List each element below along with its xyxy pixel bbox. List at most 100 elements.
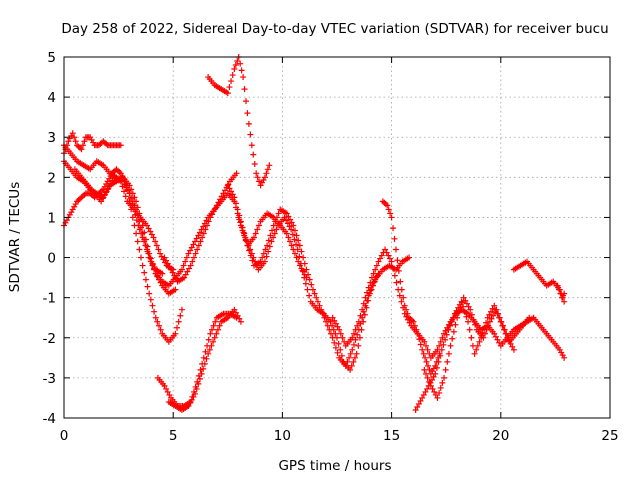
data-point xyxy=(442,366,449,373)
data-point xyxy=(172,275,179,282)
data-point xyxy=(349,346,356,353)
data-point xyxy=(463,313,470,320)
data-point xyxy=(384,202,391,209)
data-point xyxy=(288,219,295,226)
data-point xyxy=(299,267,306,274)
data-point xyxy=(281,214,288,221)
data-point xyxy=(350,330,357,337)
data-point xyxy=(306,276,313,283)
data-point xyxy=(461,308,468,315)
data-point xyxy=(561,298,568,305)
data-point xyxy=(507,340,514,347)
data-point xyxy=(422,370,429,377)
data-point xyxy=(357,312,364,319)
data-point xyxy=(316,302,323,309)
data-point xyxy=(462,297,469,304)
data-point xyxy=(414,403,421,410)
y-tick-label: -1 xyxy=(43,291,56,307)
series-10 xyxy=(205,54,273,189)
data-point xyxy=(157,279,164,286)
data-point xyxy=(119,183,126,190)
data-point xyxy=(190,241,197,248)
data-point xyxy=(440,341,447,348)
data-point xyxy=(163,385,170,392)
data-point xyxy=(442,336,449,343)
data-point xyxy=(208,342,215,349)
data-point xyxy=(329,314,336,321)
data-points xyxy=(61,54,568,413)
y-tick-label: 0 xyxy=(47,251,56,267)
data-point xyxy=(350,341,357,348)
data-point xyxy=(117,178,124,185)
data-point xyxy=(421,338,428,345)
grid-lines xyxy=(64,57,610,418)
data-point xyxy=(128,186,135,193)
data-point xyxy=(265,248,272,255)
data-point xyxy=(447,322,454,329)
data-point xyxy=(212,205,219,212)
data-point xyxy=(228,188,235,195)
data-point xyxy=(432,370,439,377)
data-point xyxy=(226,185,233,192)
data-point xyxy=(261,258,268,265)
data-point xyxy=(494,336,501,343)
x-axis-label: GPS time / hours xyxy=(278,458,391,474)
data-point xyxy=(403,306,410,313)
data-point xyxy=(195,242,202,249)
data-point xyxy=(332,330,339,337)
data-point xyxy=(129,214,136,221)
data-point xyxy=(72,138,79,145)
series-8 xyxy=(165,306,244,413)
chart-title: Day 258 of 2022, Sidereal Day-to-day VTE… xyxy=(61,21,608,37)
data-point xyxy=(283,230,290,237)
data-point xyxy=(491,309,498,316)
data-point xyxy=(237,219,244,226)
y-tick-label: 2 xyxy=(47,170,56,186)
data-point xyxy=(156,276,163,283)
data-point xyxy=(153,242,160,249)
data-point xyxy=(137,254,144,261)
data-point xyxy=(228,78,235,85)
data-point xyxy=(296,242,303,249)
data-point xyxy=(128,206,135,213)
data-point xyxy=(149,260,156,267)
data-point xyxy=(484,314,491,321)
data-point xyxy=(164,260,171,267)
data-point xyxy=(264,242,271,249)
data-point xyxy=(308,281,315,288)
data-point xyxy=(347,366,354,373)
data-point xyxy=(271,230,278,237)
data-point xyxy=(175,318,182,325)
data-point xyxy=(145,225,152,232)
series-6 xyxy=(126,198,185,345)
data-point xyxy=(151,265,158,272)
data-point xyxy=(421,366,428,373)
data-point xyxy=(107,180,114,187)
data-point xyxy=(485,322,492,329)
x-tick-label: 15 xyxy=(383,428,400,444)
data-point xyxy=(444,358,451,365)
data-point xyxy=(136,246,143,253)
data-point xyxy=(272,218,279,225)
data-point xyxy=(273,226,280,233)
data-point xyxy=(211,334,218,341)
data-point xyxy=(185,250,192,257)
data-point xyxy=(358,326,365,333)
data-point xyxy=(187,399,194,406)
data-point xyxy=(193,385,200,392)
data-point xyxy=(226,84,233,91)
data-point xyxy=(294,246,301,253)
data-point xyxy=(206,346,213,353)
data-point xyxy=(445,326,452,333)
data-point xyxy=(69,130,76,137)
data-point xyxy=(416,336,423,343)
data-point xyxy=(208,326,215,333)
data-point xyxy=(98,198,105,205)
data-point xyxy=(249,257,256,264)
y-tick-label: 1 xyxy=(47,210,56,226)
data-point xyxy=(157,250,164,257)
data-point xyxy=(205,218,212,225)
data-point xyxy=(161,254,168,261)
data-point xyxy=(386,255,393,262)
data-point xyxy=(490,312,497,319)
